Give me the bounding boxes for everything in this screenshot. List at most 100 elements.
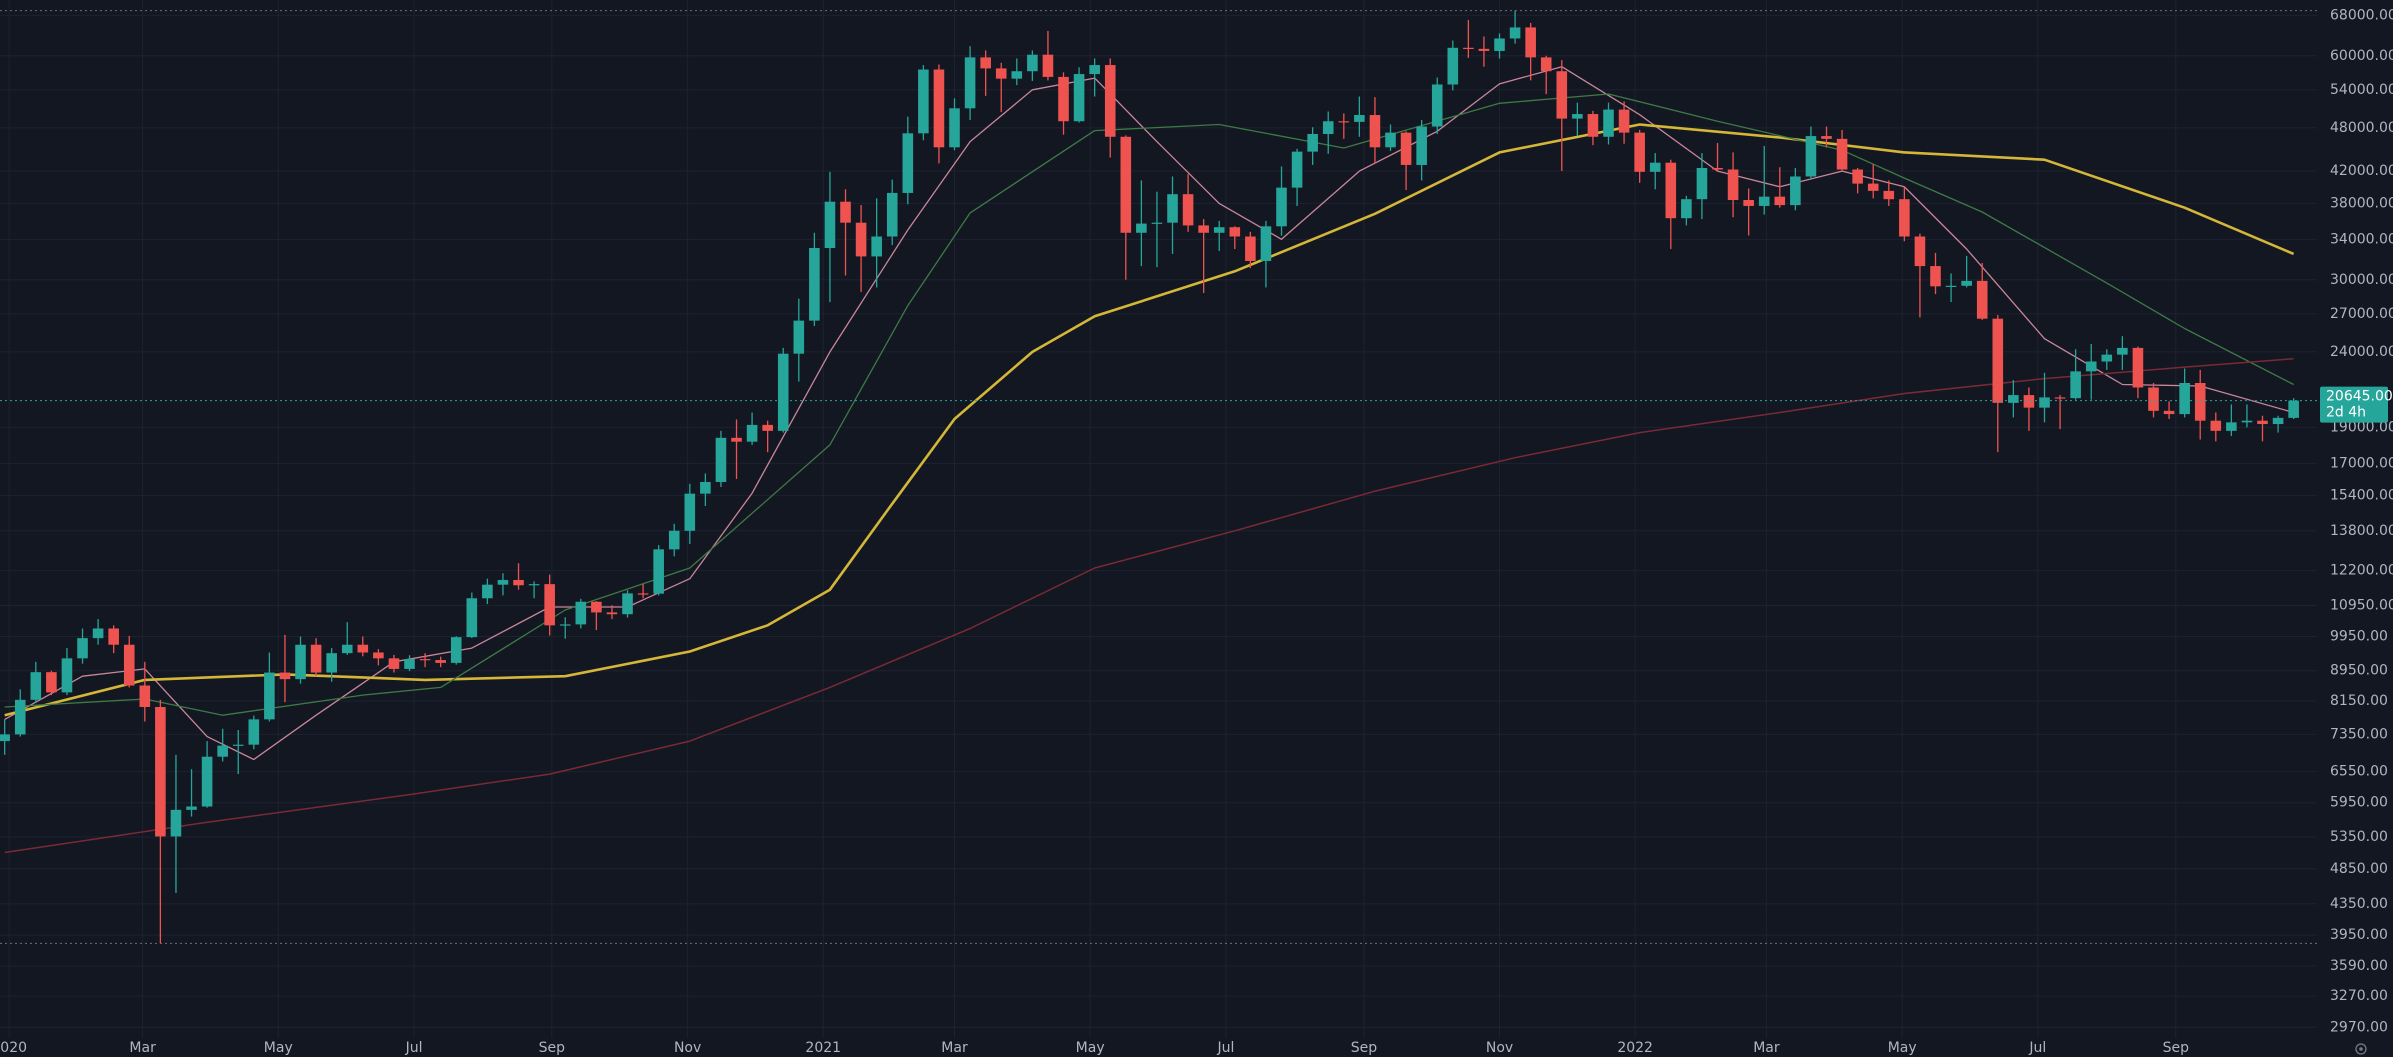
moving-average bbox=[4, 357, 2294, 854]
candle-body bbox=[715, 437, 727, 482]
candle-body bbox=[746, 424, 758, 442]
candle-body bbox=[1494, 38, 1505, 51]
x-tick-label: Sep bbox=[2163, 1040, 2190, 1056]
candle-body bbox=[419, 659, 431, 661]
candle-body bbox=[357, 644, 369, 653]
candle-body bbox=[1945, 285, 1957, 287]
candle-body bbox=[1431, 84, 1443, 127]
candle-body bbox=[2288, 400, 2299, 418]
y-tick-label: 3270.00 bbox=[2330, 988, 2388, 1004]
candle-body bbox=[1229, 227, 1241, 237]
y-tick-label: 30000.00 bbox=[2330, 272, 2393, 288]
y-tick-label: 17000.00 bbox=[2330, 455, 2393, 471]
candle-body bbox=[1167, 194, 1178, 223]
x-tick-label: Sep bbox=[1351, 1040, 1378, 1056]
gear-center bbox=[2359, 1047, 2363, 1051]
candle-body bbox=[1899, 199, 1910, 237]
candle-body bbox=[61, 658, 73, 693]
y-tick-label: 4350.00 bbox=[2330, 896, 2388, 912]
candle-body bbox=[1727, 169, 1739, 201]
candle-body bbox=[544, 584, 555, 626]
candle-body bbox=[684, 493, 696, 531]
candle-body bbox=[201, 756, 213, 807]
candle-body bbox=[1976, 280, 1988, 319]
x-tick-label: May bbox=[1888, 1040, 1917, 1056]
candle-body bbox=[1120, 136, 1132, 233]
candle-body bbox=[855, 222, 867, 257]
settings-icon[interactable] bbox=[2355, 1043, 2367, 1055]
candle-body bbox=[497, 580, 509, 585]
candle-body bbox=[559, 624, 571, 626]
candle-body bbox=[1587, 114, 1599, 137]
candle-body bbox=[1058, 76, 1069, 122]
candle-body bbox=[1930, 266, 1941, 287]
candle-body bbox=[1774, 196, 1786, 206]
y-tick-label: 6550.00 bbox=[2330, 764, 2388, 780]
x-tick-label: May bbox=[1076, 1040, 1105, 1056]
candle-body bbox=[1961, 280, 1972, 286]
candle-body bbox=[1914, 236, 1926, 267]
candle-body bbox=[1322, 121, 1334, 135]
y-tick-label: 48000.00 bbox=[2330, 120, 2393, 136]
y-tick-label: 8150.00 bbox=[2330, 693, 2388, 709]
y-tick-label: 5950.00 bbox=[2330, 795, 2388, 811]
candle-body bbox=[1291, 151, 1303, 188]
candle-body bbox=[1182, 194, 1194, 226]
candle-body bbox=[871, 236, 882, 257]
x-tick-label: May bbox=[264, 1040, 293, 1056]
candle-body bbox=[1665, 162, 1677, 219]
candle-body bbox=[902, 133, 914, 193]
candle-body bbox=[466, 598, 478, 638]
candle-body bbox=[155, 707, 166, 837]
y-tick-label: 15400.00 bbox=[2330, 487, 2393, 503]
candle-body bbox=[653, 549, 664, 594]
candle-body bbox=[77, 638, 88, 659]
candle-body bbox=[310, 644, 322, 673]
candle-body bbox=[1400, 132, 1412, 165]
x-tick-label: 2022 bbox=[1617, 1040, 1653, 1056]
candle-body bbox=[373, 652, 384, 659]
candle-body bbox=[1011, 71, 1023, 79]
candle-body bbox=[1042, 54, 1054, 77]
candle-body bbox=[1634, 132, 1645, 172]
candle-body bbox=[0, 734, 10, 742]
candle-body bbox=[1276, 187, 1287, 227]
candle-body bbox=[1136, 223, 1147, 233]
candle-body bbox=[840, 201, 851, 223]
last-price-box bbox=[2320, 386, 2388, 423]
candle-body bbox=[1463, 47, 1474, 49]
candle-body bbox=[46, 672, 57, 693]
candle-body bbox=[1338, 121, 1350, 123]
candle-body bbox=[1696, 167, 1708, 200]
y-tick-label: 24000.00 bbox=[2330, 344, 2393, 360]
candle-body bbox=[1805, 136, 1817, 177]
x-tick-label: Nov bbox=[674, 1040, 701, 1056]
y-tick-label: 3590.00 bbox=[2330, 958, 2388, 974]
y-tick-label: 5350.00 bbox=[2330, 829, 2388, 845]
candle-body bbox=[1369, 115, 1381, 148]
candle-body bbox=[1416, 126, 1427, 165]
candle-body bbox=[123, 644, 135, 686]
candle-body bbox=[435, 660, 446, 663]
candle-body bbox=[762, 424, 773, 431]
candle-body bbox=[139, 685, 151, 708]
candle-body bbox=[513, 580, 524, 586]
y-tick-label: 12200.00 bbox=[2330, 563, 2393, 579]
candle-body bbox=[668, 530, 680, 550]
candle-body bbox=[2210, 420, 2222, 431]
candle-body bbox=[1821, 136, 1832, 139]
last-price-label: 20645.00 bbox=[2326, 389, 2393, 405]
candle-body bbox=[279, 672, 291, 680]
candle-body bbox=[1525, 27, 1536, 58]
candle-body bbox=[1790, 176, 1801, 206]
y-tick-label: 10950.00 bbox=[2330, 598, 2393, 614]
candle-body bbox=[1151, 222, 1163, 224]
axes: 68000.00 60000.00 54000.00 48000.00 42000.00… bbox=[0, 7, 2393, 1056]
candle-body bbox=[2039, 397, 2050, 408]
y-tick-label: 13800.00 bbox=[2330, 523, 2393, 539]
candle-body bbox=[995, 68, 1007, 79]
candle-body bbox=[637, 593, 649, 595]
candle-body bbox=[1213, 227, 1225, 233]
x-tick-label: Mar bbox=[129, 1040, 156, 1056]
candle-body bbox=[949, 108, 960, 148]
